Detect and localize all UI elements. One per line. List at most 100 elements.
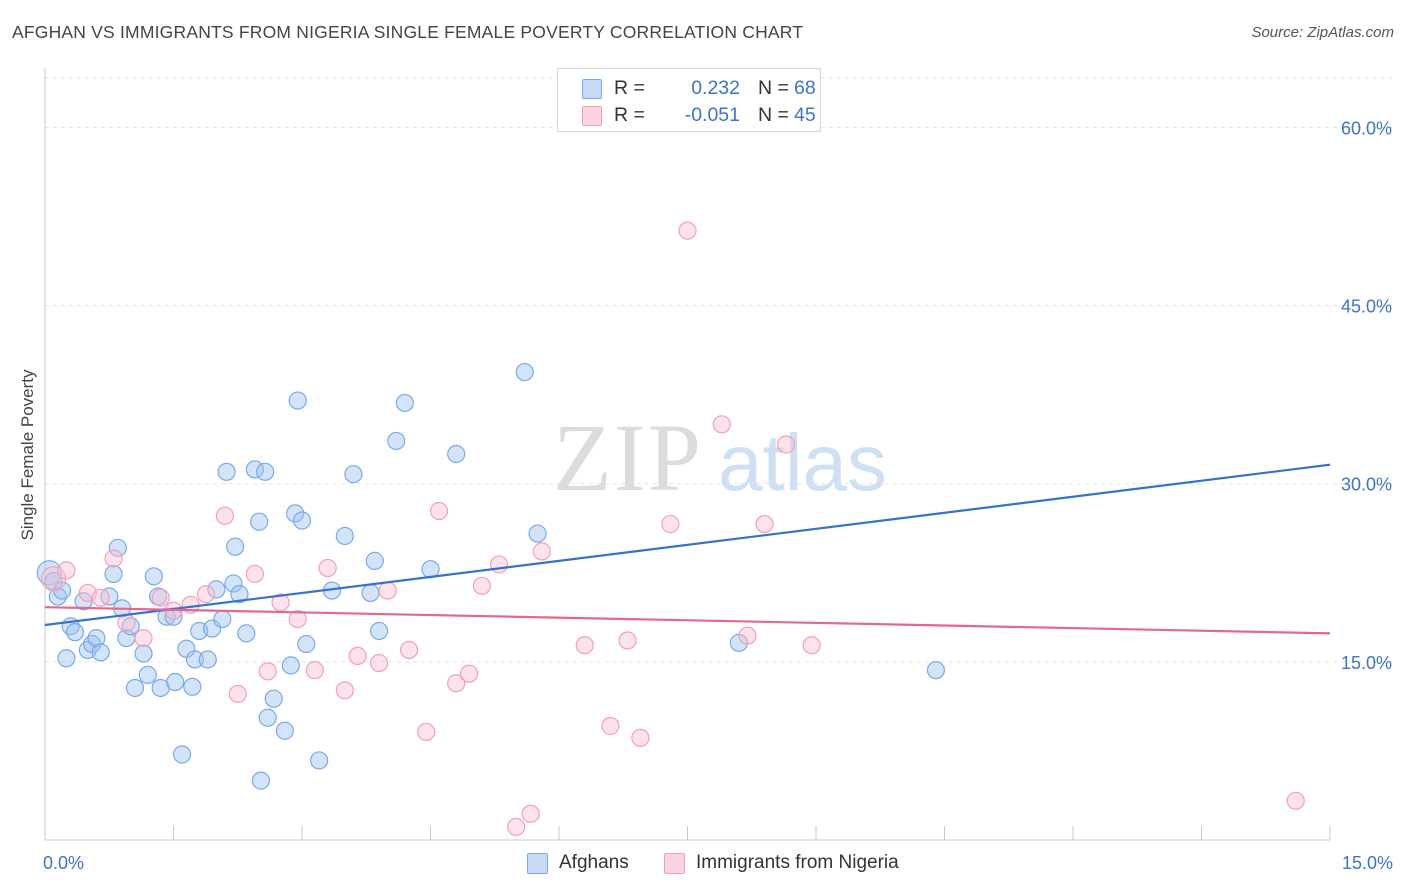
data-point — [348, 646, 367, 666]
bottom-legend-label-nigeria: Immigrants from Nigeria — [696, 852, 899, 873]
data-point — [472, 576, 491, 595]
data-point — [138, 665, 157, 685]
data-point — [335, 526, 354, 546]
data-point — [226, 537, 245, 556]
data-point — [65, 623, 85, 642]
data-point — [237, 624, 256, 643]
data-point — [755, 514, 774, 534]
data-point — [215, 506, 234, 525]
data-point — [286, 504, 305, 523]
data-point — [387, 431, 406, 451]
data-point — [335, 681, 354, 700]
data-point — [288, 609, 307, 629]
data-point — [429, 501, 449, 521]
y-tick-label: 15.0% — [1341, 653, 1392, 673]
data-point — [361, 583, 380, 603]
data-point — [57, 561, 76, 580]
data-point — [166, 672, 185, 692]
data-point — [258, 662, 277, 681]
data-point — [251, 771, 270, 790]
legend-r-label: R = — [614, 104, 645, 126]
data-point — [447, 674, 466, 693]
data-point — [1286, 791, 1305, 810]
y-axis-label: Single Female Poverty — [18, 369, 37, 541]
watermark-zip: ZIP — [553, 404, 703, 511]
bottom-legend-swatch-nigeria — [664, 853, 685, 874]
y-tick-label: 45.0% — [1341, 297, 1392, 317]
data-point — [104, 564, 123, 584]
data-point — [125, 678, 145, 698]
afghans-points — [36, 362, 946, 790]
data-point — [678, 221, 697, 240]
data-point — [172, 745, 192, 764]
data-point — [365, 551, 384, 570]
data-point — [802, 636, 821, 655]
trend-line-afghans — [44, 463, 1331, 627]
legend-r-value: -0.051 — [684, 104, 740, 126]
y-tick-label: 30.0% — [1341, 475, 1392, 495]
data-point — [399, 640, 419, 660]
data-point — [661, 514, 680, 534]
data-point — [217, 462, 236, 481]
correlation-legend: R = 0.232 N = 68 R = -0.051 N = 45 — [557, 68, 821, 132]
data-point — [264, 689, 283, 708]
data-point — [344, 465, 363, 484]
data-point — [776, 435, 796, 454]
y-tick-labels: 15.0% 30.0% 45.0% 60.0% — [1341, 118, 1392, 672]
data-point — [91, 588, 110, 607]
legend-r-value: 0.232 — [691, 77, 740, 99]
legend-r-label: R = — [614, 77, 645, 99]
data-point — [507, 817, 526, 837]
legend-swatch-afghans — [582, 79, 602, 99]
bottom-legend-swatch-afghans — [527, 853, 548, 874]
data-point — [459, 664, 479, 683]
data-point — [712, 415, 731, 434]
data-point — [183, 677, 202, 696]
legend-n-value: 45 — [794, 104, 816, 126]
nigeria-points — [40, 221, 1305, 837]
data-point — [926, 661, 946, 680]
watermark-atlas: atlas — [718, 418, 887, 507]
data-point — [318, 558, 337, 578]
data-point — [230, 585, 249, 604]
data-point — [134, 644, 153, 663]
legend-swatch-nigeria — [582, 106, 602, 126]
x-tick-label: 0.0% — [43, 853, 84, 873]
data-point — [108, 538, 127, 557]
data-point — [395, 393, 414, 413]
data-point — [275, 721, 294, 740]
x-tick-label: 15.0% — [1342, 853, 1393, 873]
data-point — [292, 511, 312, 530]
data-point — [57, 649, 76, 668]
legend-n-label: N = — [758, 77, 789, 99]
data-point — [87, 628, 106, 648]
bottom-legend-label-afghans: Afghans — [559, 852, 629, 873]
data-point — [601, 716, 620, 736]
legend-n-label: N = — [758, 104, 789, 126]
watermark: ZIP atlas — [553, 404, 887, 511]
data-point — [532, 542, 551, 561]
data-point — [417, 722, 436, 742]
data-point — [250, 512, 269, 531]
data-point — [198, 650, 217, 669]
data-point — [631, 728, 650, 747]
data-point — [104, 549, 123, 568]
data-point — [528, 524, 547, 543]
legend-n-value: 68 — [794, 77, 816, 99]
data-point — [370, 621, 389, 641]
x-tick-labels: 0.0% 15.0% — [43, 853, 1393, 873]
data-point — [305, 661, 324, 680]
data-point — [297, 634, 316, 654]
data-point — [228, 684, 247, 704]
x-ticks — [173, 826, 1331, 840]
data-point — [370, 653, 389, 673]
trend-line-nigeria — [44, 606, 1331, 635]
data-point — [256, 462, 275, 481]
data-point — [258, 708, 277, 727]
data-point — [521, 804, 540, 823]
data-point — [515, 362, 534, 382]
data-point — [738, 626, 757, 645]
data-point — [185, 650, 205, 669]
chart-title: AFGHAN VS IMMIGRANTS FROM NIGERIA SINGLE… — [12, 22, 804, 42]
